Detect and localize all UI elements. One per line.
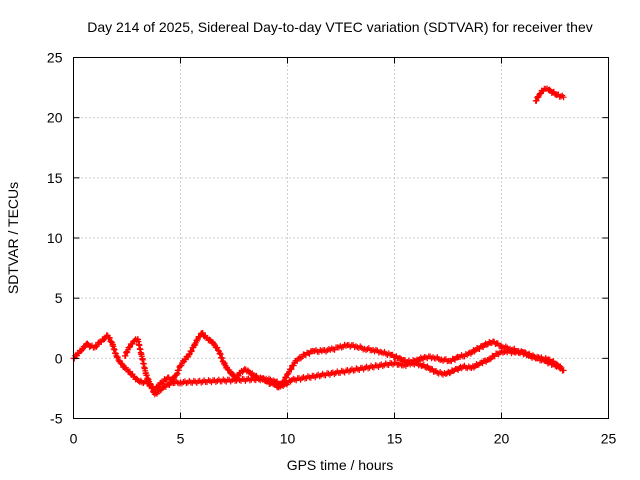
grid-lines: [73, 57, 609, 419]
data-point: [211, 342, 222, 354]
x-tick-label: 10: [280, 431, 296, 447]
data-point: [455, 351, 469, 361]
axis-ticks: [73, 57, 609, 419]
data-point: [395, 354, 410, 366]
data-point: [430, 354, 444, 364]
y-tick-label: 25: [47, 50, 63, 66]
data-point: [378, 348, 392, 358]
y-tick-label: -5: [50, 411, 63, 427]
data-point: [280, 377, 294, 390]
data-point: [560, 94, 567, 101]
y-axis-label: SDTVAR / TECUs: [5, 182, 21, 294]
data-point: [134, 336, 149, 377]
data-point: [186, 344, 196, 358]
data-marks: [70, 85, 567, 398]
data-point: [361, 345, 375, 354]
data-point: [96, 336, 106, 346]
y-tick-label: 0: [55, 350, 63, 366]
x-tick-labels: 0 5 10 15 20 25: [70, 431, 617, 447]
data-point: [425, 364, 440, 375]
data-point: [109, 339, 119, 357]
data-point: [310, 346, 324, 355]
data-point: [560, 367, 567, 374]
data-point: [477, 357, 491, 367]
x-tick-label: 25: [601, 431, 617, 447]
data-point: [468, 361, 482, 371]
x-tick-label: 5: [177, 431, 185, 447]
y-tick-label: 15: [47, 170, 63, 186]
data-point: [220, 358, 230, 371]
data-point: [241, 366, 251, 375]
data-point: [464, 347, 478, 358]
y-tick-label: 5: [55, 290, 63, 306]
data-point: [391, 359, 405, 369]
data-point: [203, 334, 213, 344]
x-axis-label: GPS time / hours: [287, 457, 394, 473]
chart-title: Day 214 of 2025, Sidereal Day-to-day VTE…: [87, 19, 593, 35]
data-point: [472, 342, 487, 353]
x-tick-label: 0: [70, 431, 78, 447]
data-point: [408, 359, 422, 369]
data-point: [177, 375, 268, 387]
y-tick-labels: -5 0 5 10 15 20 25: [47, 50, 63, 427]
data-point: [335, 341, 349, 351]
series-sdtvar-band-b: [121, 336, 567, 398]
series-sdtvar-late-segment: [532, 85, 567, 104]
y-tick-label: 20: [47, 110, 63, 126]
data-point: [344, 341, 358, 351]
x-tick-label: 15: [387, 431, 403, 447]
data-point: [288, 359, 397, 384]
x-tick-label: 20: [494, 431, 510, 447]
data-point: [293, 351, 307, 365]
data-point: [190, 337, 201, 351]
data-point: [400, 359, 414, 369]
data-point: [532, 91, 543, 104]
y-tick-label: 10: [47, 230, 63, 246]
